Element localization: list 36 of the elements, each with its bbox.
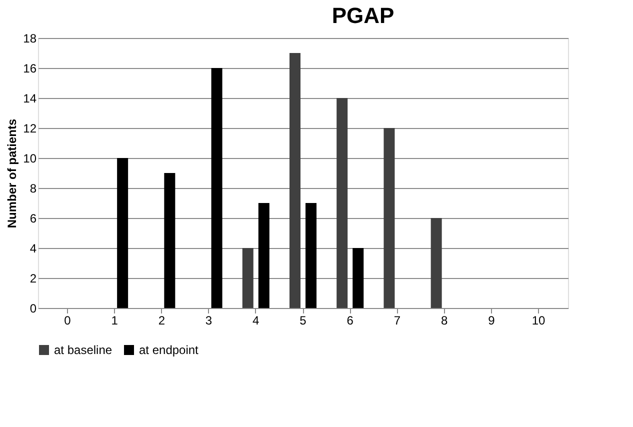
bar xyxy=(242,248,254,308)
y-tick-label: 10 xyxy=(23,152,37,166)
x-tick-label: 0 xyxy=(64,314,72,328)
y-tick-label: 6 xyxy=(30,212,37,226)
chart-title: PGAP xyxy=(332,3,394,28)
bar xyxy=(211,68,222,308)
bar xyxy=(430,218,442,308)
bar xyxy=(352,248,364,308)
x-tick-label: 4 xyxy=(252,314,260,328)
legend-label: at endpoint xyxy=(139,343,200,357)
bar xyxy=(117,158,128,308)
y-tick-label: 0 xyxy=(30,302,37,316)
x-tick-label: 1 xyxy=(111,314,118,328)
y-tick-label: 14 xyxy=(23,92,37,106)
bar xyxy=(289,53,300,308)
y-tick-label: 8 xyxy=(30,182,37,196)
y-tick-label: 12 xyxy=(23,122,37,136)
x-tick-label: 3 xyxy=(205,314,212,328)
bar xyxy=(258,203,270,308)
legend-label: at baseline xyxy=(54,343,112,357)
y-tick-label: 4 xyxy=(30,242,37,256)
bar xyxy=(384,128,395,308)
y-tick-label: 18 xyxy=(23,32,37,46)
x-tick-label: 10 xyxy=(532,314,546,328)
x-tick-label: 8 xyxy=(440,314,448,328)
y-tick-label: 16 xyxy=(23,62,37,76)
bar xyxy=(164,173,176,308)
y-tick-label: 2 xyxy=(30,272,37,286)
bar xyxy=(336,98,348,308)
x-tick-label: 2 xyxy=(158,314,166,328)
bar xyxy=(306,203,317,308)
x-tick-label: 5 xyxy=(300,314,307,328)
x-tick-label: 7 xyxy=(394,314,401,328)
x-tick-label: 9 xyxy=(488,314,496,328)
y-axis-title: Number of patients xyxy=(5,118,20,228)
x-tick-label: 6 xyxy=(346,314,354,328)
